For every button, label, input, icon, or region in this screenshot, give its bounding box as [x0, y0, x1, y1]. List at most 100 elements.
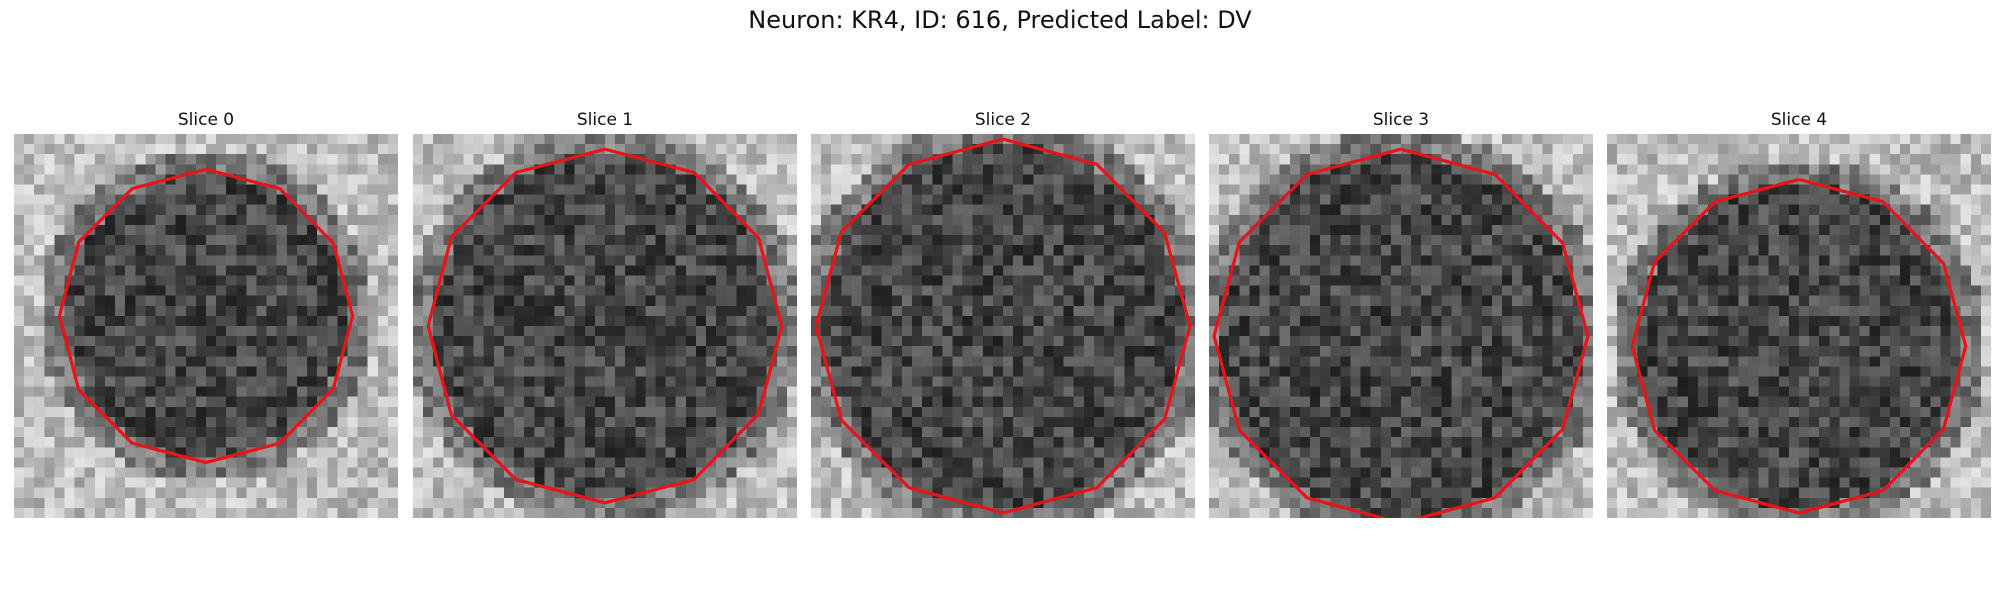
pixel [861, 467, 872, 478]
pixel [736, 477, 747, 488]
pixel [246, 326, 257, 337]
pixel [1522, 174, 1533, 185]
pixel [317, 457, 328, 468]
pixel [34, 346, 45, 357]
pixel [266, 255, 277, 266]
pixel [266, 346, 277, 357]
pixel [1421, 295, 1432, 306]
pixel [94, 255, 105, 266]
pixel [135, 406, 146, 417]
pixel [125, 235, 136, 246]
pixel [493, 265, 504, 276]
pixel [554, 507, 565, 518]
pixel [1093, 224, 1105, 236]
pixel [463, 396, 474, 407]
pixel [24, 174, 35, 185]
pixel [377, 255, 388, 266]
pixel [645, 467, 656, 478]
pixel [276, 416, 287, 428]
pixel [155, 204, 166, 215]
pixel [675, 235, 686, 246]
pixel [1582, 265, 1593, 276]
pixel [473, 154, 484, 165]
pixel [125, 366, 136, 377]
pixel [1033, 154, 1044, 165]
pixel [962, 315, 973, 326]
pixel [1104, 265, 1115, 276]
pixel [992, 386, 1003, 397]
pixel [912, 224, 923, 236]
pixel [1093, 204, 1105, 215]
pixel [115, 315, 126, 326]
pixel [1083, 326, 1094, 337]
pixel [952, 477, 963, 488]
pixel [1451, 164, 1462, 175]
pixel [1013, 457, 1024, 468]
pixel [514, 336, 525, 347]
pixel [1134, 245, 1145, 256]
pixel [1320, 275, 1331, 286]
pixel [413, 507, 424, 518]
pixel [584, 214, 595, 225]
pixel [831, 295, 842, 306]
pixel [756, 457, 767, 468]
pixel [726, 497, 737, 508]
pixel [821, 376, 832, 387]
pixel [34, 457, 45, 468]
pixel [195, 487, 206, 498]
pixel [64, 154, 75, 165]
pixel [1003, 174, 1014, 185]
pixel [1532, 275, 1543, 286]
pixel [645, 416, 656, 428]
pixel [1184, 427, 1195, 438]
pixel [1083, 194, 1094, 205]
pixel [766, 336, 777, 347]
pixel [367, 285, 378, 296]
pixel [1370, 214, 1381, 225]
pixel [1053, 174, 1064, 185]
pixel [564, 346, 575, 357]
pixel [554, 416, 565, 428]
pixel [413, 295, 424, 306]
pixel [1572, 285, 1583, 296]
pixel [851, 386, 862, 397]
pixel [1184, 336, 1195, 347]
pixel [1083, 275, 1094, 286]
pixel [831, 497, 842, 508]
pixel [655, 265, 666, 276]
pixel [766, 265, 777, 276]
pixel [1104, 406, 1115, 417]
pixel [736, 265, 747, 276]
pixel [206, 245, 217, 256]
pixel [1269, 265, 1280, 276]
pixel [327, 497, 338, 508]
pixel [1093, 295, 1105, 306]
pixel [962, 376, 973, 387]
pixel [1370, 144, 1381, 155]
pixel [266, 497, 277, 508]
pixel [443, 457, 454, 468]
pixel [766, 507, 777, 518]
pixel [912, 386, 923, 397]
pixel [756, 204, 767, 215]
pixel [901, 457, 913, 468]
pixel [64, 174, 75, 185]
pixel [871, 326, 882, 337]
pixel [912, 356, 923, 367]
pixel [34, 497, 45, 508]
pixel [1033, 396, 1044, 407]
pixel [307, 224, 318, 236]
pixel [922, 295, 933, 306]
pixel [266, 487, 277, 498]
pixel [44, 184, 55, 195]
pixel [483, 214, 494, 225]
pixel [665, 366, 676, 377]
pixel [413, 285, 424, 296]
pixel [746, 447, 757, 458]
pixel [413, 235, 424, 246]
pixel [1542, 194, 1553, 205]
pixel [74, 174, 85, 185]
pixel [115, 336, 126, 347]
pixel [1340, 265, 1351, 276]
pixel [185, 507, 196, 518]
